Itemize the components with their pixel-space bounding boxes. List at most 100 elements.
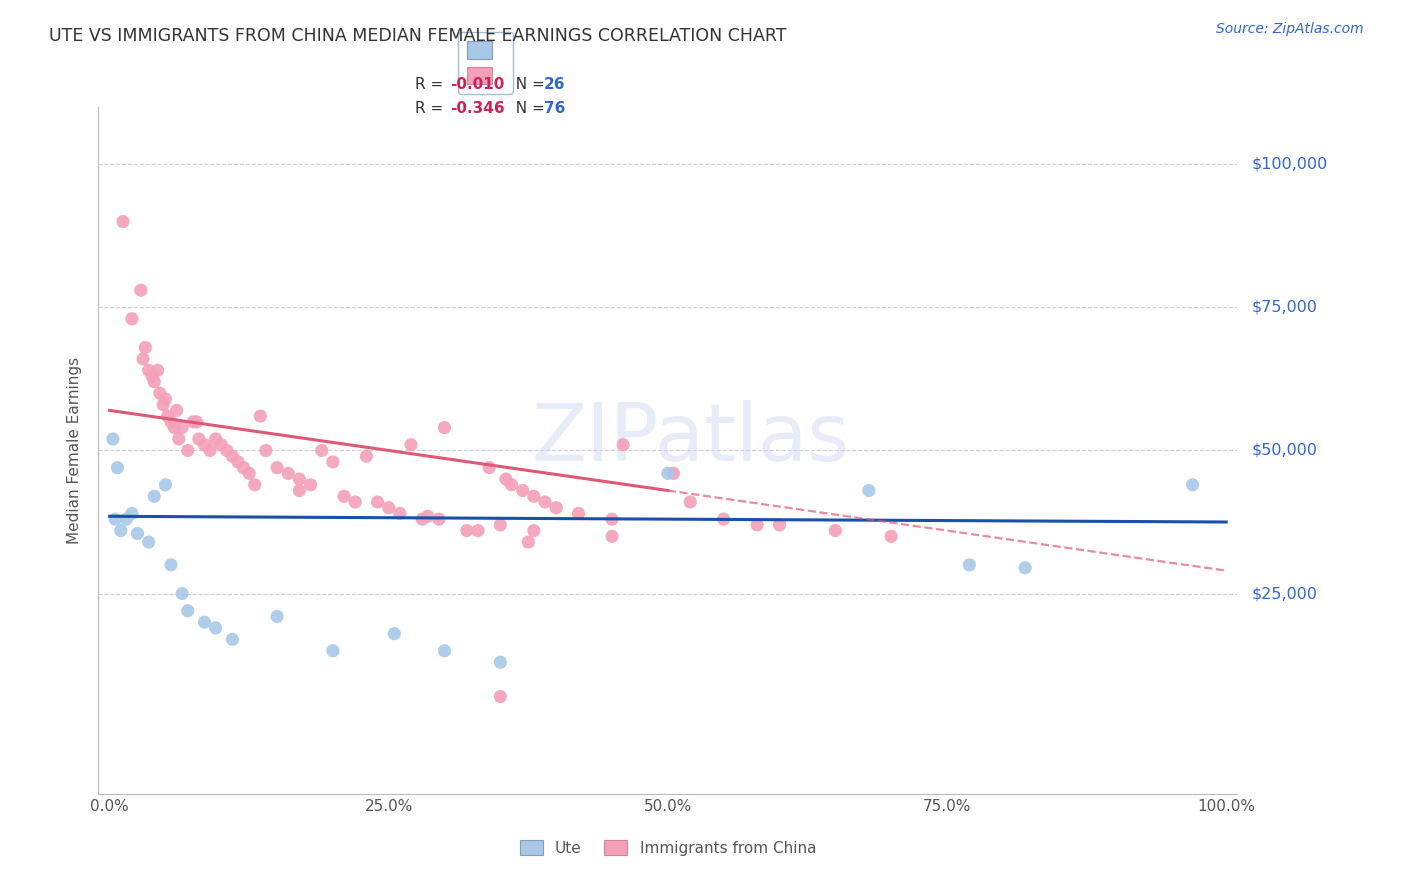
Point xyxy=(160,558,183,572)
Point xyxy=(187,432,209,446)
Point xyxy=(662,467,685,481)
Point xyxy=(288,472,311,486)
Point xyxy=(156,409,179,424)
Point xyxy=(101,432,124,446)
Point xyxy=(221,632,243,647)
Point xyxy=(467,524,489,538)
Point xyxy=(456,524,478,538)
Point xyxy=(416,509,439,524)
Point xyxy=(238,467,260,481)
Point xyxy=(121,507,143,521)
Point xyxy=(824,524,846,538)
Point xyxy=(277,467,299,481)
Point xyxy=(172,420,194,434)
Point xyxy=(523,524,546,538)
Point xyxy=(127,526,149,541)
Point xyxy=(143,489,166,503)
Point xyxy=(523,489,546,503)
Text: $50,000: $50,000 xyxy=(1251,443,1317,458)
Point xyxy=(193,615,215,630)
Point xyxy=(163,420,186,434)
Point xyxy=(172,586,194,600)
Point xyxy=(204,432,226,446)
Text: 26: 26 xyxy=(544,78,565,92)
Text: 76: 76 xyxy=(544,102,565,116)
Point xyxy=(501,478,523,492)
Point xyxy=(344,495,367,509)
Text: $75,000: $75,000 xyxy=(1251,300,1317,315)
Point xyxy=(183,415,205,429)
Point xyxy=(489,655,512,669)
Point xyxy=(546,500,568,515)
Text: $100,000: $100,000 xyxy=(1251,157,1327,172)
Point xyxy=(160,415,183,429)
Text: R =: R = xyxy=(415,78,449,92)
Point xyxy=(333,489,356,503)
Point xyxy=(747,517,769,532)
Text: N =: N = xyxy=(506,78,550,92)
Point xyxy=(433,420,456,434)
Text: ZIPatlas: ZIPatlas xyxy=(531,400,849,478)
Point xyxy=(600,512,623,526)
Point xyxy=(115,512,138,526)
Point xyxy=(495,472,517,486)
Point xyxy=(433,644,456,658)
Point xyxy=(288,483,311,498)
Text: -0.346: -0.346 xyxy=(450,102,505,116)
Point xyxy=(612,438,634,452)
Point xyxy=(399,438,422,452)
Point xyxy=(138,535,160,549)
Point xyxy=(232,460,254,475)
Point xyxy=(768,517,790,532)
Point xyxy=(427,512,450,526)
Point xyxy=(411,512,433,526)
Point xyxy=(512,483,534,498)
Point xyxy=(567,507,589,521)
Point xyxy=(657,467,679,481)
Point xyxy=(146,363,169,377)
Point xyxy=(155,478,177,492)
Legend: Ute, Immigrants from China: Ute, Immigrants from China xyxy=(513,834,823,862)
Point xyxy=(311,443,333,458)
Point xyxy=(517,535,540,549)
Point xyxy=(322,644,344,658)
Point xyxy=(679,495,702,509)
Point xyxy=(167,432,190,446)
Point xyxy=(221,449,243,463)
Point xyxy=(166,403,188,417)
Point xyxy=(534,495,557,509)
Text: Source: ZipAtlas.com: Source: ZipAtlas.com xyxy=(1216,22,1364,37)
Point xyxy=(382,626,405,640)
Point xyxy=(138,363,160,377)
Point xyxy=(957,558,980,572)
Point xyxy=(266,460,288,475)
Point xyxy=(249,409,271,424)
Point xyxy=(177,604,200,618)
Point xyxy=(134,340,156,354)
Text: UTE VS IMMIGRANTS FROM CHINA MEDIAN FEMALE EARNINGS CORRELATION CHART: UTE VS IMMIGRANTS FROM CHINA MEDIAN FEMA… xyxy=(49,27,787,45)
Point xyxy=(388,507,411,521)
Point xyxy=(713,512,735,526)
Point xyxy=(266,609,288,624)
Point xyxy=(858,483,880,498)
Point xyxy=(209,438,232,452)
Point xyxy=(356,449,378,463)
Point xyxy=(1014,561,1036,575)
Point xyxy=(129,283,152,297)
Point xyxy=(149,386,172,401)
Point xyxy=(111,214,134,228)
Point xyxy=(478,460,501,475)
Text: -0.010: -0.010 xyxy=(450,78,505,92)
Point xyxy=(600,529,623,543)
Point xyxy=(110,524,132,538)
Point xyxy=(104,512,127,526)
Point xyxy=(880,529,903,543)
Point xyxy=(177,443,200,458)
Point xyxy=(132,351,155,366)
Text: $25,000: $25,000 xyxy=(1251,586,1317,601)
Text: N =: N = xyxy=(506,102,550,116)
Point xyxy=(243,478,266,492)
Point xyxy=(121,311,143,326)
Point xyxy=(367,495,389,509)
Point xyxy=(215,443,238,458)
